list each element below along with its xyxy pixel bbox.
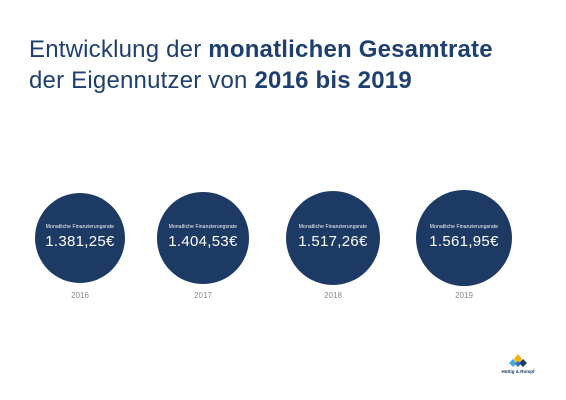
bubble-value-label: 1.404,53€ xyxy=(168,232,238,250)
company-logo: Hüttig & Rompf xyxy=(498,354,538,384)
bubble-2017: Monatliche Finanzierungsrate 1.404,53€ xyxy=(157,192,249,284)
title-line-2: der Eigennutzer von 2016 bis 2019 xyxy=(29,65,549,96)
bubble-caption: Monatliche Finanzierungsrate xyxy=(168,223,238,230)
bubble-caption: Monatliche Finanzierungsrate xyxy=(298,223,368,230)
bubble-caption: Monatliche Finanzierungsrate xyxy=(429,224,499,230)
bubble-2019: Monatliche Finanzierungsrate 1.561,95€ xyxy=(416,190,512,286)
bubble-caption: Monatliche Finanzierungsrate xyxy=(45,223,115,230)
logo-text: Hüttig & Rompf xyxy=(501,369,535,374)
bubble-value-label: 1.517,26€ xyxy=(298,232,368,250)
page-title: Entwicklung der monatlichen Gesamtrate d… xyxy=(29,34,549,96)
title-line-2-bold: 2016 bis 2019 xyxy=(254,67,412,94)
logo-icon xyxy=(509,354,527,367)
title-line-2-normal: der Eigennutzer von xyxy=(29,67,255,94)
title-line-1: Entwicklung der monatlichen Gesamtrate xyxy=(29,34,549,65)
bubble-2016: Monatliche Finanzierungsrate 1.381,25€ xyxy=(34,192,126,284)
year-label: 2019 xyxy=(455,291,473,300)
title-line-1-normal: Entwicklung der xyxy=(29,36,209,63)
year-label: 2016 xyxy=(71,291,89,300)
year-label: 2018 xyxy=(324,291,342,300)
title-line-1-bold: monatlichen Gesamtrate xyxy=(208,36,493,63)
year-label: 2017 xyxy=(194,291,212,300)
bubble-2018: Monatliche Finanzierungsrate 1.517,26€ xyxy=(285,190,381,286)
bubble-value-label: 1.561,95€ xyxy=(429,233,499,250)
bubble-value-label: 1.381,25€ xyxy=(45,232,115,250)
